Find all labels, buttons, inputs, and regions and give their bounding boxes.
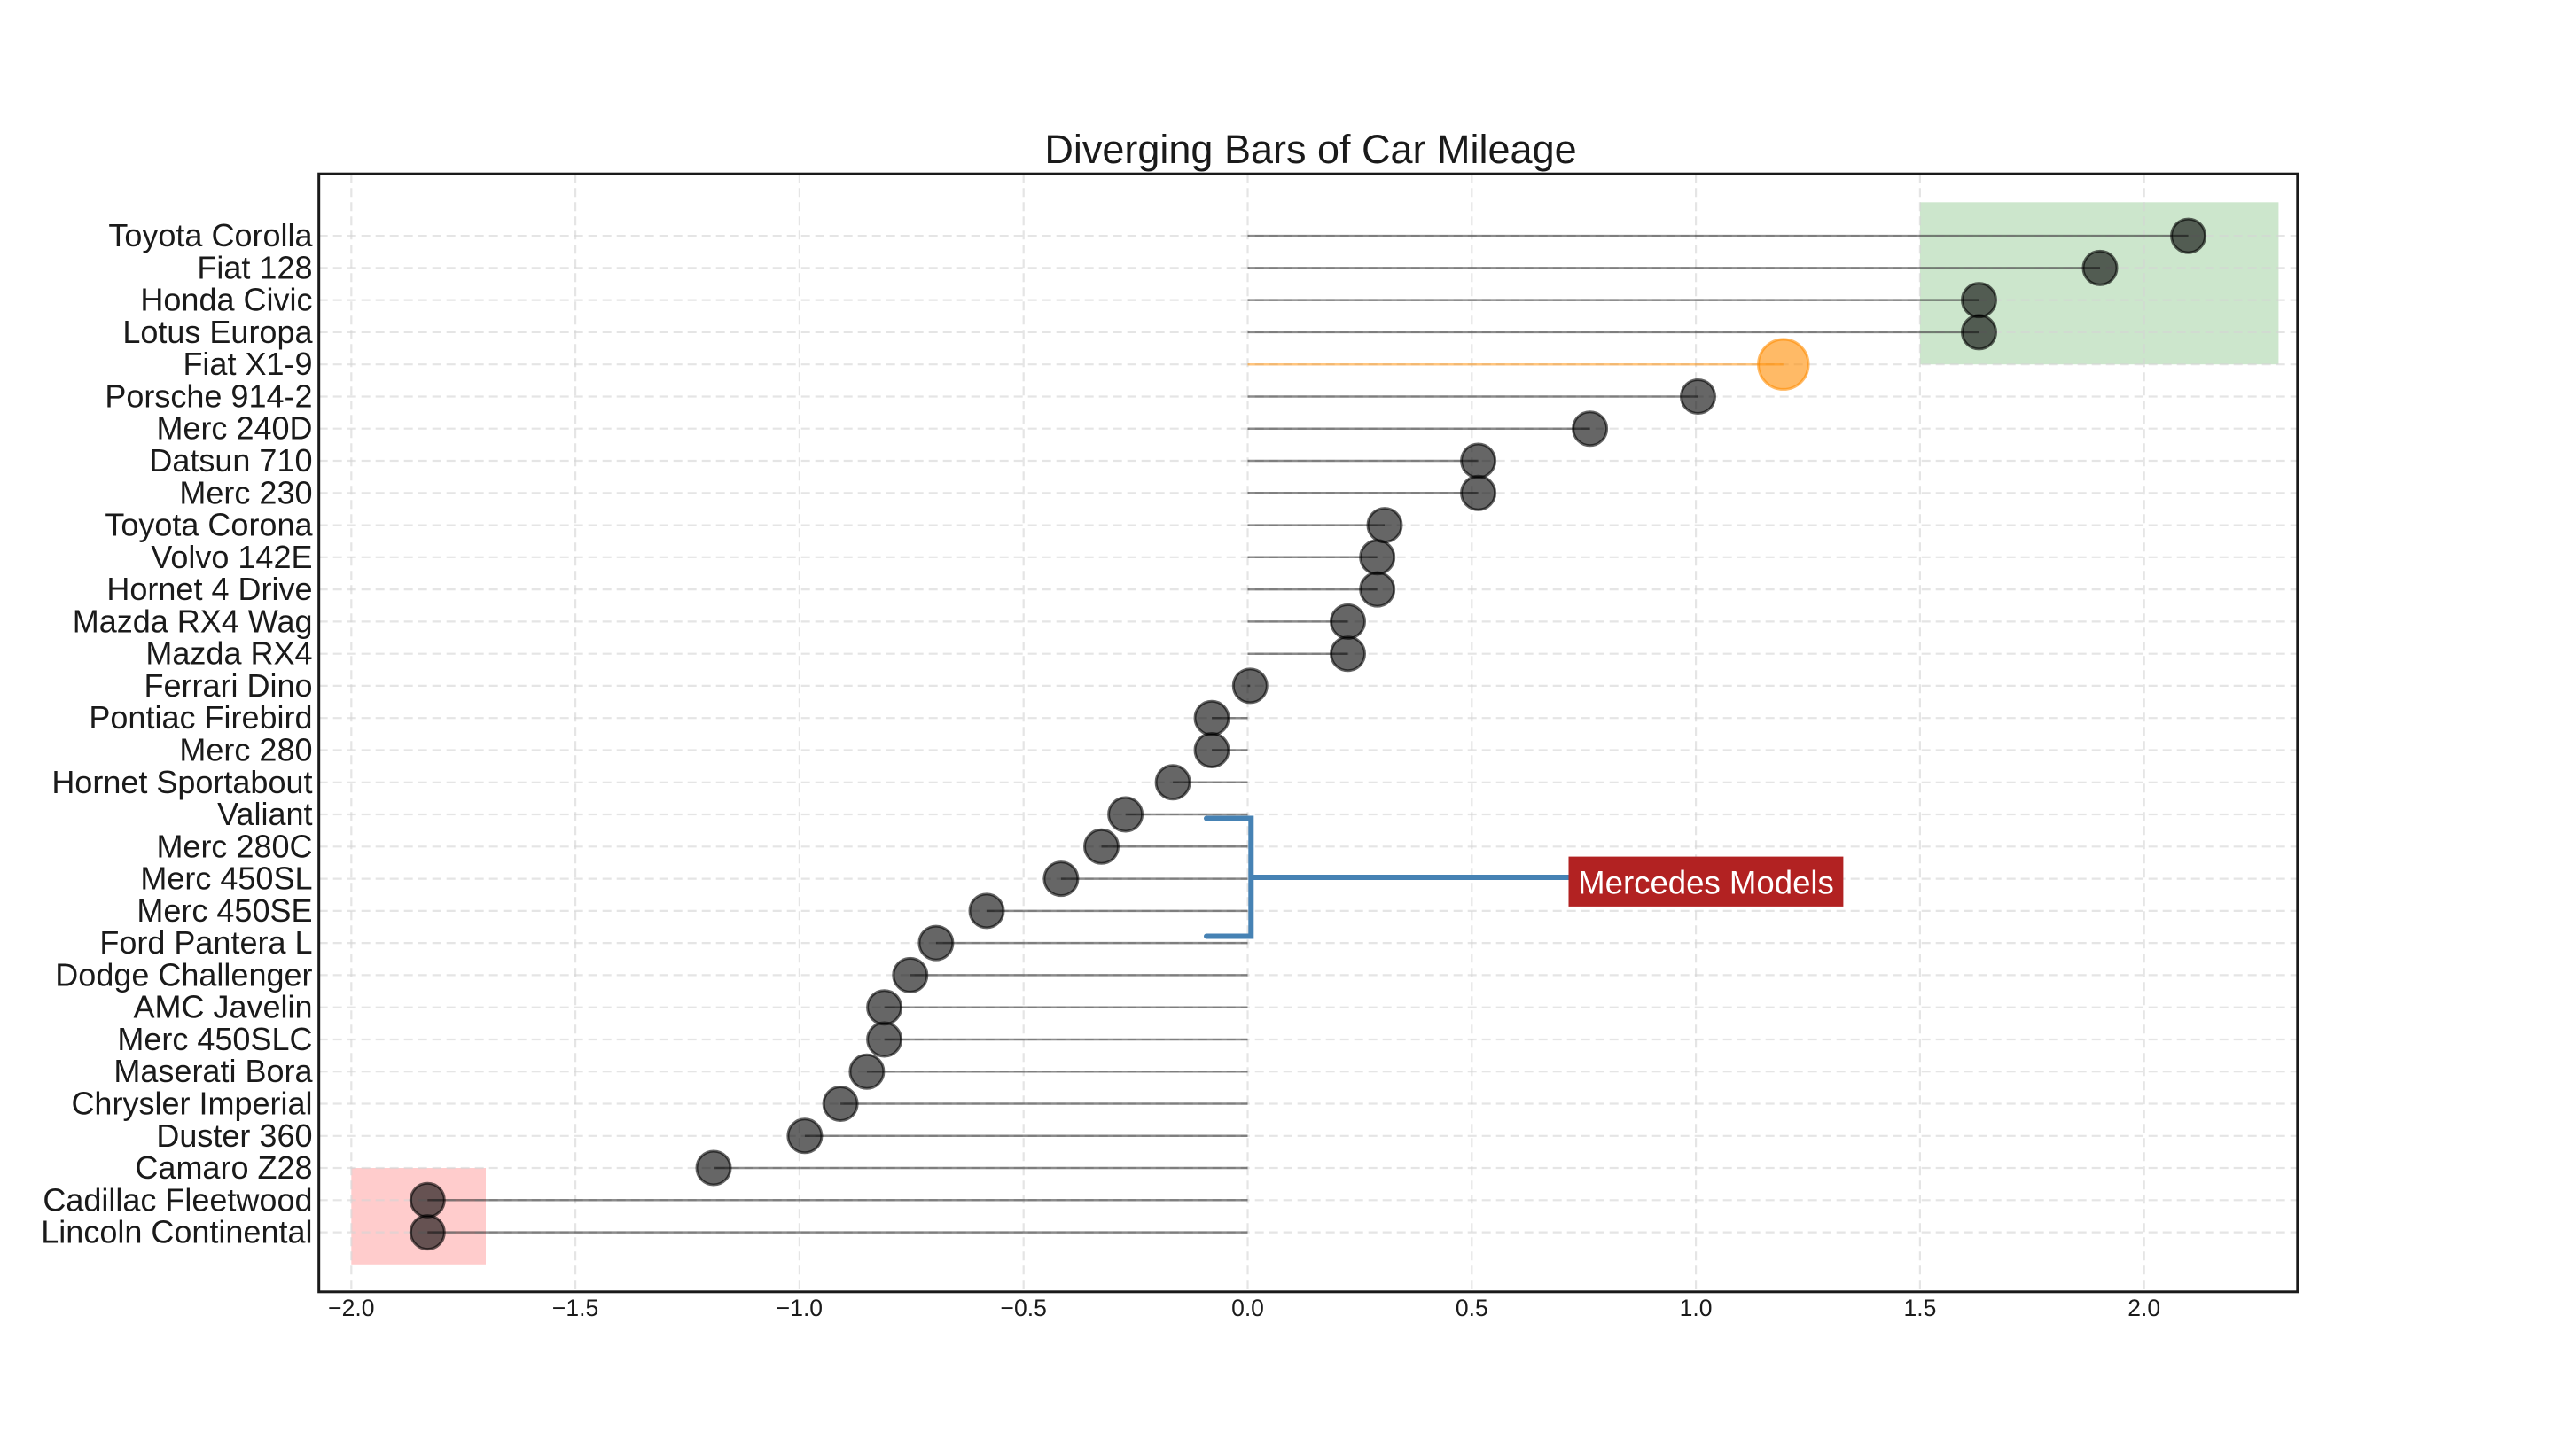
svg-text:Hornet Sportabout: Hornet Sportabout — [51, 764, 312, 800]
svg-text:1.0: 1.0 — [1680, 1295, 1713, 1321]
svg-text:Diverging Bars of Car Mileage: Diverging Bars of Car Mileage — [1044, 127, 1576, 172]
svg-text:Datsun 710: Datsun 710 — [149, 442, 312, 479]
svg-text:−0.5: −0.5 — [1001, 1295, 1047, 1321]
svg-text:Merc 240D: Merc 240D — [156, 410, 312, 447]
svg-text:Ford Pantera L: Ford Pantera L — [99, 924, 312, 961]
svg-text:Honda Civic: Honda Civic — [140, 282, 312, 318]
svg-text:0.0: 0.0 — [1231, 1295, 1264, 1321]
svg-text:−1.0: −1.0 — [777, 1295, 823, 1321]
svg-text:−1.5: −1.5 — [552, 1295, 598, 1321]
svg-text:1.5: 1.5 — [1903, 1295, 1936, 1321]
svg-text:Mazda RX4: Mazda RX4 — [145, 635, 312, 672]
svg-text:Merc 450SE: Merc 450SE — [137, 892, 312, 929]
svg-text:Mazda RX4 Wag: Mazda RX4 Wag — [73, 603, 313, 639]
svg-text:Chrysler Imperial: Chrysler Imperial — [71, 1086, 312, 1122]
svg-text:Ferrari Dino: Ferrari Dino — [144, 667, 312, 704]
svg-text:Hornet 4 Drive: Hornet 4 Drive — [106, 571, 312, 607]
svg-text:Maserati Bora: Maserati Bora — [113, 1053, 313, 1089]
svg-text:Fiat X1-9: Fiat X1-9 — [183, 346, 312, 382]
svg-text:Porsche 914-2: Porsche 914-2 — [105, 378, 312, 415]
svg-text:Cadillac Fleetwood: Cadillac Fleetwood — [43, 1181, 312, 1218]
svg-text:Duster 360: Duster 360 — [156, 1117, 312, 1154]
svg-text:AMC Javelin: AMC Javelin — [133, 989, 312, 1025]
svg-text:Lincoln Continental: Lincoln Continental — [41, 1214, 312, 1250]
svg-text:Merc 280C: Merc 280C — [156, 828, 312, 864]
svg-text:Pontiac Firebird: Pontiac Firebird — [89, 699, 312, 736]
svg-text:−2.0: −2.0 — [328, 1295, 374, 1321]
svg-text:Dodge Challenger: Dodge Challenger — [55, 956, 312, 993]
svg-text:2.0: 2.0 — [2128, 1295, 2160, 1321]
svg-text:Camaro Z28: Camaro Z28 — [135, 1149, 312, 1186]
svg-text:Merc 280: Merc 280 — [179, 732, 312, 768]
svg-text:Lotus Europa: Lotus Europa — [122, 314, 313, 350]
svg-text:Toyota Corona: Toyota Corona — [105, 507, 313, 543]
svg-text:Fiat 128: Fiat 128 — [197, 249, 312, 285]
svg-text:Volvo 142E: Volvo 142E — [151, 539, 312, 575]
svg-text:0.5: 0.5 — [1456, 1295, 1488, 1321]
svg-text:Merc 450SL: Merc 450SL — [140, 860, 312, 897]
svg-text:Toyota Corolla: Toyota Corolla — [108, 217, 313, 253]
svg-text:Mercedes Models: Mercedes Models — [1578, 865, 1834, 901]
svg-text:Merc 450SLC: Merc 450SLC — [117, 1021, 312, 1057]
svg-text:Merc 230: Merc 230 — [179, 474, 312, 510]
svg-text:Valiant: Valiant — [217, 796, 312, 832]
